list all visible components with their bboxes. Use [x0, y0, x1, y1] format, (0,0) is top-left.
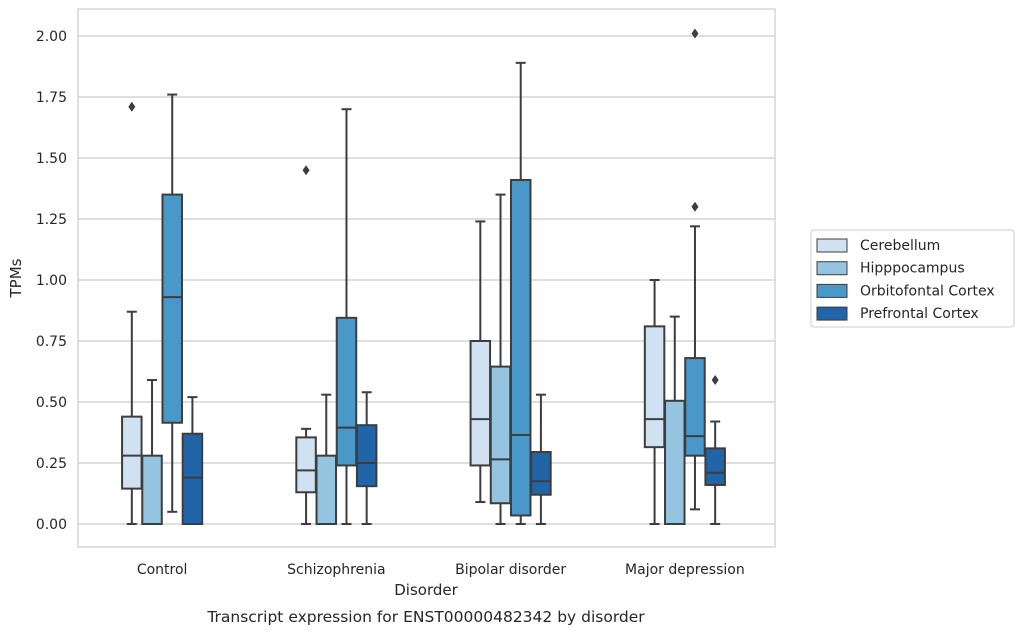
box-group [161, 93, 183, 513]
legend-label: Prefrontal Cortex [860, 306, 979, 322]
y-tick-label: 0.50 [36, 395, 67, 411]
box [335, 316, 358, 467]
y-tick-label: 0.25 [36, 456, 67, 472]
box-group [509, 61, 532, 525]
box [295, 436, 317, 494]
box-group [489, 193, 512, 525]
box [530, 451, 552, 496]
y-tick-label: 0.00 [36, 517, 67, 533]
x-axis-label: Disorder [394, 581, 458, 599]
legend-frame [810, 229, 1015, 328]
legend-swatch [816, 306, 848, 321]
box-groups [121, 28, 726, 525]
x-tick-label: Control [137, 562, 188, 578]
box [355, 424, 378, 488]
outlier-point [691, 201, 699, 212]
box-group [355, 391, 378, 525]
box-group [335, 108, 358, 525]
y-tick-label: 1.25 [36, 212, 67, 228]
y-tick-label: 0.75 [36, 334, 67, 350]
box [121, 415, 143, 490]
box-group [181, 396, 204, 525]
box [315, 454, 338, 525]
box-group [664, 315, 686, 525]
outlier-point [691, 28, 699, 39]
box-group [121, 101, 143, 525]
legend: Cerebellum Hipppocampus Orbitofontal Corte… [810, 229, 1015, 328]
y-axis-label: TPMs [7, 258, 25, 298]
box-group [141, 379, 163, 525]
box [643, 325, 666, 449]
chart-caption: Transcript expression for ENST0000048234… [206, 608, 645, 626]
legend-swatch [816, 261, 848, 276]
legend-label: Orbitofontal Cortex [860, 283, 995, 299]
box-group [469, 220, 492, 504]
box [161, 193, 183, 424]
box-group [530, 393, 552, 525]
box [509, 178, 532, 517]
box-group [295, 165, 317, 525]
box [141, 454, 163, 525]
y-tick-label: 1.50 [36, 151, 67, 167]
legend-swatch [816, 238, 848, 253]
plot-frame [77, 8, 776, 548]
box [664, 399, 686, 525]
x-tick-label: Bipolar disorder [455, 562, 566, 578]
box-group [684, 28, 706, 511]
legend-swatch [816, 283, 848, 298]
x-tick-labels: Control Schizophrenia Bipolar disorder Majo… [137, 562, 745, 578]
x-tick-label: Major depression [625, 562, 745, 578]
box [489, 365, 512, 505]
outlier-point [128, 101, 136, 112]
outlier-point [302, 165, 310, 176]
legend-label: Cerebellum [860, 238, 940, 254]
box [704, 447, 726, 486]
box-group [704, 375, 726, 525]
outlier-point [711, 375, 719, 386]
box [469, 340, 492, 467]
y-tick-label: 2.00 [36, 29, 67, 45]
box [181, 432, 204, 525]
box-group [315, 393, 338, 525]
x-tick-label: Schizophrenia [287, 562, 385, 578]
y-tick-labels: 0.00 0.25 0.50 0.75 1.00 1.25 1.50 1.75 2.00 [36, 29, 67, 533]
legend-label: Hipppocampus [860, 261, 965, 277]
y-tick-label: 1.00 [36, 273, 67, 289]
legend-items: Cerebellum Hipppocampus Orbitofontal Corte… [816, 238, 995, 322]
y-tick-label: 1.75 [36, 90, 67, 106]
box [684, 357, 706, 457]
box-group [643, 279, 666, 525]
